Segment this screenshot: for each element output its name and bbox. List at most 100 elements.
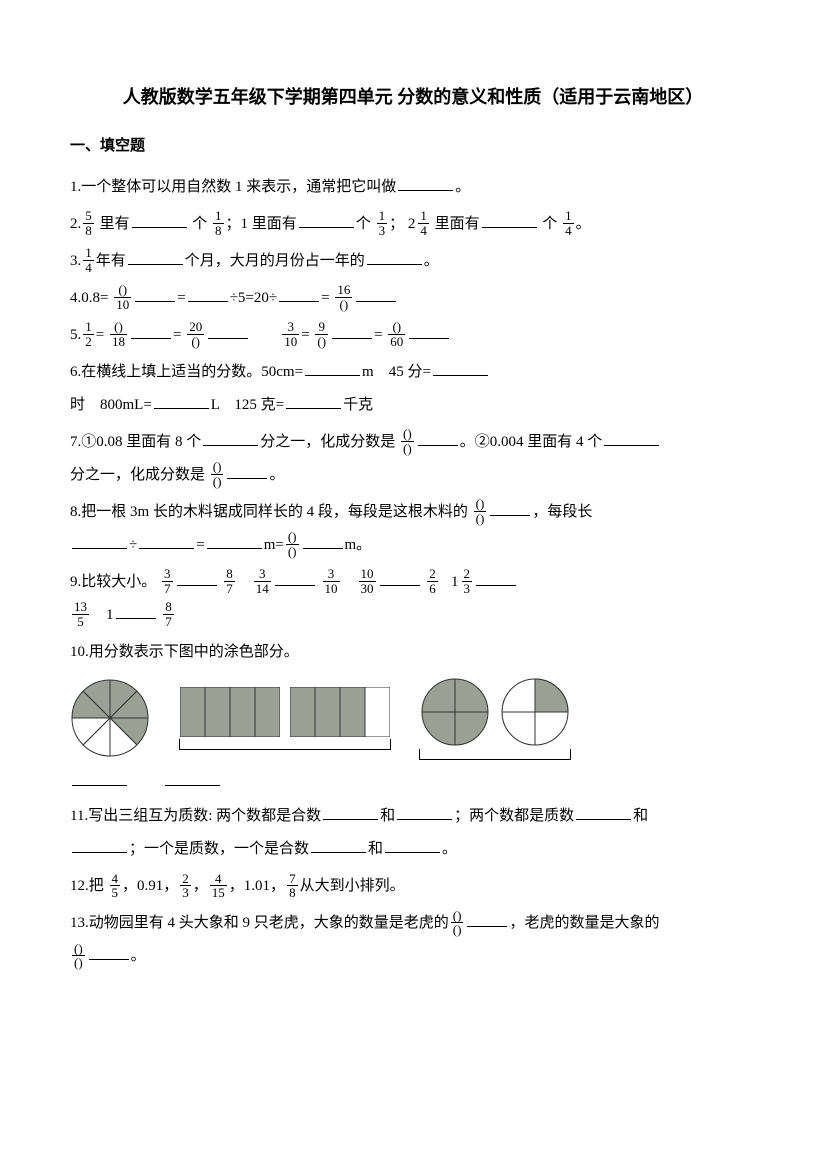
fraction: ()() bbox=[451, 909, 464, 937]
text: ÷5=20÷ bbox=[230, 290, 277, 306]
text: 和 bbox=[633, 808, 648, 824]
question-9: 9.比较大小。 37 87 314 310 1030 26 123 135 1 … bbox=[70, 566, 756, 632]
blank bbox=[207, 533, 262, 549]
fraction: 58 bbox=[83, 209, 94, 237]
text: 从大到小排列。 bbox=[300, 878, 405, 894]
text: 。 bbox=[576, 216, 591, 232]
text: 45 分= bbox=[374, 364, 431, 380]
mixed-number: 123 bbox=[451, 566, 474, 599]
text: 时 800mL= bbox=[70, 397, 152, 413]
figure-answer-blanks bbox=[70, 768, 756, 797]
text: 。②0.004 里面有 4 个 bbox=[460, 434, 603, 450]
mixed-number: 214 bbox=[408, 208, 431, 241]
fraction: 135 bbox=[72, 600, 89, 628]
question-1: 1.一个整体可以用自然数 1 来表示，通常把它叫做 。 bbox=[70, 171, 756, 204]
blank bbox=[398, 175, 453, 191]
text: ÷ bbox=[129, 537, 137, 553]
fraction: 16() bbox=[335, 283, 352, 311]
question-3: 3.14年有个月，大月的月份占一年的。 bbox=[70, 245, 756, 278]
fraction: ()() bbox=[401, 427, 414, 455]
fraction: 314 bbox=[254, 567, 271, 595]
blank bbox=[279, 286, 319, 302]
blank bbox=[135, 286, 175, 302]
question-12: 12.把 45，0.91，23，415，1.01，78从大到小排列。 bbox=[70, 870, 756, 903]
q1-suffix: 。 bbox=[455, 179, 470, 195]
fraction: 37 bbox=[162, 567, 173, 595]
fraction: 78 bbox=[287, 872, 298, 900]
text: L 125 克= bbox=[211, 397, 284, 413]
text: 。 bbox=[269, 467, 284, 483]
fraction: 12 bbox=[83, 320, 94, 348]
fraction: 14 bbox=[563, 209, 574, 237]
fraction: 20() bbox=[187, 320, 204, 348]
fraction: 310 bbox=[282, 320, 299, 348]
section-heading: 一、填空题 bbox=[70, 132, 756, 161]
text: 11.写出三组互为质数: 两个数都是合数 bbox=[70, 808, 321, 824]
text: = bbox=[321, 290, 329, 306]
blank bbox=[72, 533, 127, 549]
blank bbox=[311, 837, 366, 853]
blank bbox=[380, 570, 420, 586]
blank bbox=[72, 770, 127, 786]
text: ， bbox=[193, 878, 208, 894]
text: 千克 bbox=[343, 397, 373, 413]
text: = bbox=[196, 537, 204, 553]
fraction: 45 bbox=[110, 872, 121, 900]
fraction: 9() bbox=[315, 320, 328, 348]
text: ，1.01， bbox=[229, 878, 285, 894]
text: 6.在横线上填上适当的分数。50cm= bbox=[70, 364, 303, 380]
text: 个 bbox=[189, 216, 212, 232]
question-8: 8.把一根 3m 长的木料锯成同样长的 4 段，每段是这根木料的 ()()，每段… bbox=[70, 496, 756, 562]
figure-row bbox=[70, 677, 756, 760]
blank bbox=[132, 212, 187, 228]
text: = bbox=[173, 327, 181, 343]
text: 个月，大月的月份占一年的 bbox=[185, 253, 365, 269]
text: 12.把 bbox=[70, 878, 108, 894]
text: 分之一，化成分数是 bbox=[70, 467, 209, 483]
text: 9.比较大小。 bbox=[70, 574, 156, 590]
blank bbox=[356, 286, 396, 302]
fraction: 87 bbox=[224, 567, 235, 595]
bracket-icon bbox=[419, 749, 571, 760]
text: 和 bbox=[380, 808, 395, 824]
text: ，老虎的数量是大象的 bbox=[509, 915, 659, 931]
text: 个 bbox=[356, 216, 375, 232]
text: 4.0.8= bbox=[70, 290, 108, 306]
text: = bbox=[177, 290, 185, 306]
text: m bbox=[362, 364, 374, 380]
text: 和 bbox=[368, 841, 383, 857]
question-2: 2.58 里有 个 18；1 里面有个 13； 214 里面有 个 14。 bbox=[70, 208, 756, 241]
text: 。 bbox=[442, 841, 457, 857]
blank bbox=[303, 533, 343, 549]
fraction: ()() bbox=[286, 530, 299, 558]
fraction: 1030 bbox=[359, 567, 376, 595]
text: 里面有 bbox=[431, 216, 480, 232]
question-4: 4.0.8= ()10=÷5=20÷= 16() bbox=[70, 282, 756, 315]
blank bbox=[604, 430, 659, 446]
fraction: ()() bbox=[211, 460, 224, 488]
text: 1 bbox=[106, 607, 114, 623]
text: 8.把一根 3m 长的木料锯成同样长的 4 段，每段是这根木料的 bbox=[70, 504, 472, 520]
blank bbox=[154, 393, 209, 409]
fraction: 14 bbox=[83, 246, 94, 274]
text: = bbox=[301, 327, 309, 343]
blank bbox=[128, 249, 183, 265]
circle-icon bbox=[420, 677, 490, 747]
q1-text: 1.一个整体可以用自然数 1 来表示，通常把它叫做 bbox=[70, 179, 396, 195]
fraction: ()60 bbox=[388, 320, 405, 348]
text: 。 bbox=[131, 948, 146, 964]
blank bbox=[89, 944, 129, 960]
q3-num: 3. bbox=[70, 253, 81, 269]
text: = bbox=[374, 327, 382, 343]
text: 10.用分数表示下图中的涂色部分。 bbox=[70, 644, 299, 660]
blank bbox=[576, 804, 631, 820]
fraction: 310 bbox=[323, 567, 340, 595]
bracket-icon bbox=[179, 739, 391, 750]
text: 分之一，化成分数是 bbox=[260, 434, 399, 450]
text: 7.①0.08 里面有 8 个 bbox=[70, 434, 201, 450]
blank bbox=[203, 430, 258, 446]
blank bbox=[227, 463, 267, 479]
fraction: 87 bbox=[163, 600, 174, 628]
fraction: ()18 bbox=[110, 320, 127, 348]
blank bbox=[299, 212, 354, 228]
